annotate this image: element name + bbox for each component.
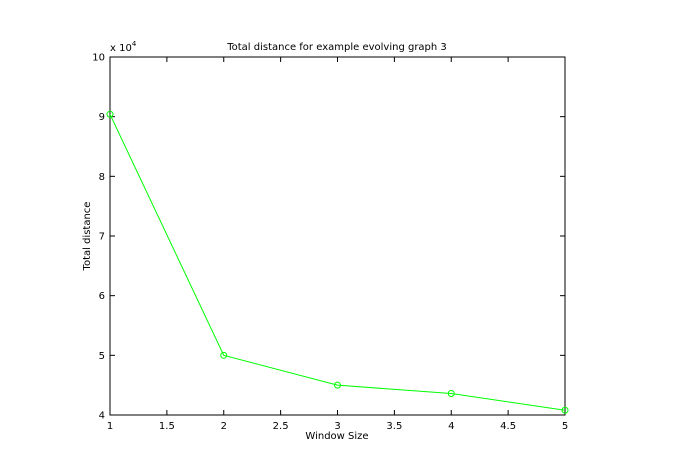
data-point <box>447 390 455 398</box>
y-tick-label: 9 <box>99 112 105 123</box>
x-tick-label: 1 <box>107 421 113 432</box>
plot-area <box>109 56 566 416</box>
y-tick-label: 5 <box>99 351 105 362</box>
data-point <box>106 110 114 118</box>
y-multiplier-label: x 104 <box>110 40 137 54</box>
y-tick-label: 7 <box>99 232 105 243</box>
data-point <box>334 381 341 389</box>
y-tick-label: 10 <box>92 53 105 64</box>
series-layer <box>106 110 569 414</box>
y-multiplier-base: x 10 <box>110 43 132 54</box>
data-point <box>561 406 569 414</box>
x-tick-label: 2.5 <box>273 421 289 432</box>
y-axis-ticks: 4 5 6 7 8 9 10 <box>92 53 565 422</box>
x-axis-label: Window Size <box>305 431 368 442</box>
x-tick-label: 4.5 <box>500 421 516 432</box>
y-tick-label: 8 <box>99 172 105 183</box>
y-multiplier-exponent: 4 <box>132 40 137 48</box>
x-tick-label: 3.5 <box>386 421 402 432</box>
data-point <box>220 351 228 359</box>
x-axis-ticks: 1 1.5 2 2.5 3 3.5 4 4.5 5 <box>107 57 568 432</box>
x-tick-label: 2 <box>221 421 227 432</box>
series-line <box>109 114 566 411</box>
x-tick-label: 3 <box>334 421 340 432</box>
chart-title: Total distance for example evolving grap… <box>226 42 447 53</box>
x-tick-label: 1.5 <box>159 421 175 432</box>
x-tick-label: 4 <box>448 421 454 432</box>
y-tick-label: 4 <box>99 411 105 422</box>
x-tick-label: 5 <box>562 421 568 432</box>
y-axis-label: Total distance <box>82 202 93 272</box>
y-tick-label: 6 <box>99 291 105 302</box>
